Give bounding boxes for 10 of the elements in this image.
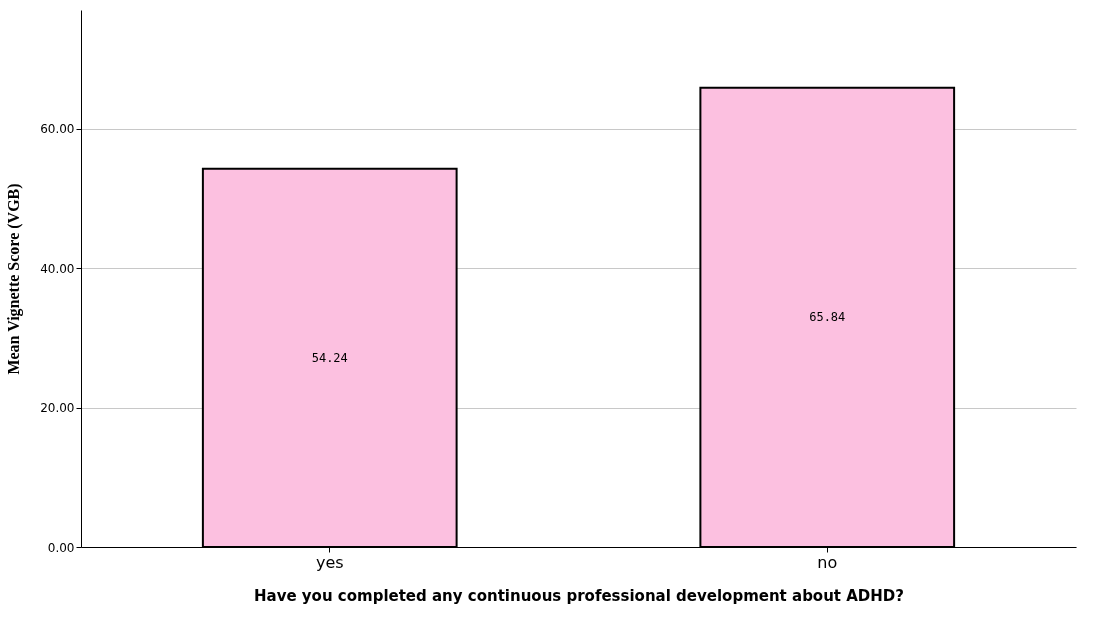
x-axis-title: Have you completed any continuous professional development about ADHD? (253, 586, 905, 605)
y-tick-label: 20.00 (40, 401, 75, 416)
y-tick-label: 40.00 (40, 261, 75, 276)
x-tick-label: yes (315, 552, 344, 572)
x-tick-label: no (817, 552, 838, 572)
y-axis-title: Mean Vignette Score (VGB) (5, 183, 24, 375)
data-label: 65.84 (809, 310, 846, 325)
data-label: 54.24 (311, 350, 348, 365)
y-tick-label: 60.00 (40, 122, 75, 137)
y-tick-label: 0.00 (47, 540, 75, 555)
